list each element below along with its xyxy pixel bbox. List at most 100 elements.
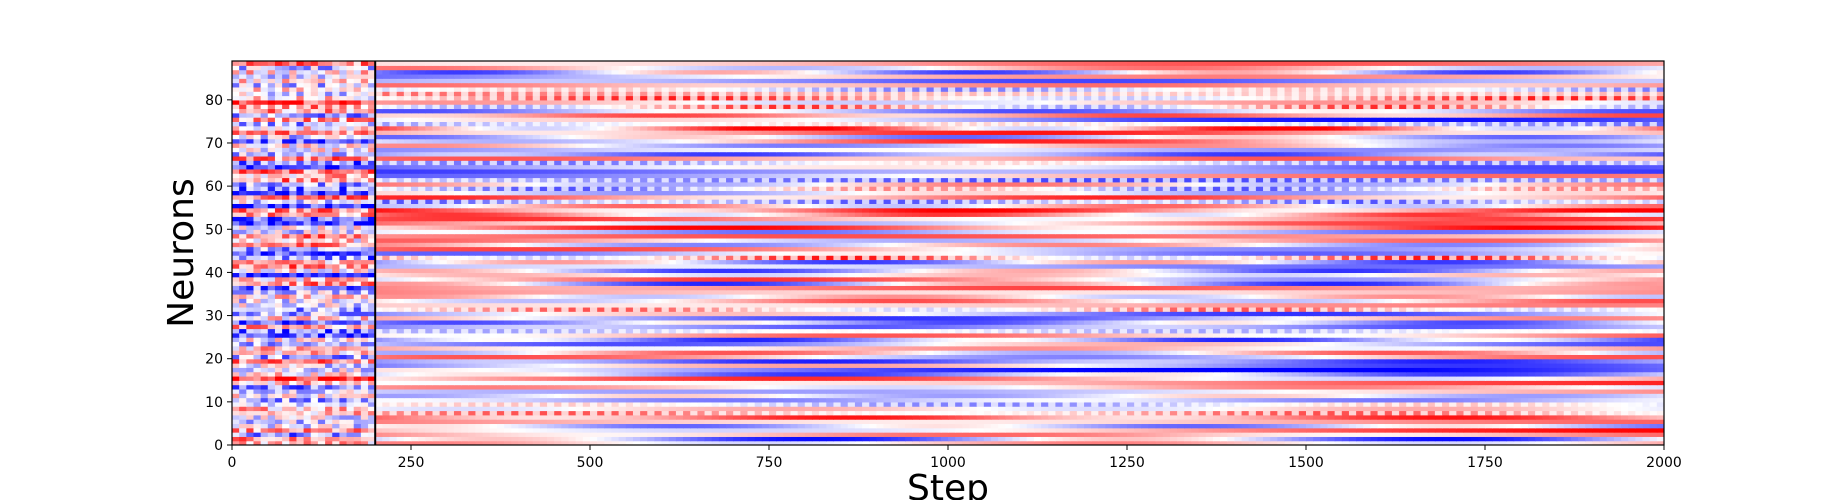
heatmap-cell bbox=[1263, 363, 1271, 368]
heatmap-cell bbox=[1399, 427, 1407, 433]
heatmap-cell bbox=[289, 440, 298, 445]
heatmap-cell bbox=[446, 410, 455, 416]
heatmap-cell bbox=[389, 354, 398, 360]
heatmap-cell bbox=[1535, 393, 1543, 399]
heatmap-cell bbox=[453, 419, 462, 425]
heatmap-cell bbox=[1098, 337, 1107, 343]
heatmap-cell bbox=[883, 380, 892, 386]
heatmap-cell bbox=[339, 363, 348, 368]
heatmap-cell bbox=[1177, 410, 1185, 416]
heatmap-cell bbox=[618, 384, 627, 390]
heatmap-cell bbox=[647, 367, 656, 373]
heatmap-cell bbox=[453, 380, 462, 386]
heatmap-cell bbox=[998, 363, 1006, 368]
heatmap-cell bbox=[346, 350, 355, 355]
heatmap-cell bbox=[418, 380, 426, 386]
heatmap-cell bbox=[1499, 341, 1508, 347]
heatmap-cell bbox=[1427, 410, 1436, 416]
heatmap-cell bbox=[1377, 423, 1386, 429]
heatmap-cell bbox=[396, 337, 405, 343]
heatmap-cell bbox=[1298, 440, 1307, 445]
heatmap-cell bbox=[654, 354, 663, 360]
heatmap-cell bbox=[1155, 380, 1164, 386]
heatmap-cell bbox=[317, 414, 326, 420]
heatmap-cell bbox=[418, 436, 426, 442]
heatmap-cell bbox=[962, 423, 971, 429]
heatmap-cell bbox=[539, 375, 548, 381]
heatmap-cell bbox=[1198, 367, 1207, 373]
heatmap-cell bbox=[1263, 436, 1271, 442]
heatmap-cell bbox=[1134, 367, 1142, 373]
heatmap-cell bbox=[1263, 367, 1271, 373]
heatmap-cell bbox=[1477, 384, 1486, 390]
heatmap-cell bbox=[998, 388, 1006, 394]
heatmap-cell bbox=[1234, 401, 1243, 407]
heatmap-cell bbox=[475, 375, 484, 381]
heatmap-cell bbox=[640, 384, 648, 390]
heatmap-cell bbox=[317, 363, 326, 368]
heatmap-cell bbox=[346, 341, 355, 347]
heatmap-cell bbox=[590, 436, 598, 442]
heatmap-cell bbox=[1570, 388, 1579, 394]
heatmap-cell bbox=[1434, 406, 1443, 412]
heatmap-cell bbox=[1348, 401, 1357, 407]
heatmap-cell bbox=[1406, 375, 1414, 381]
heatmap-cell bbox=[1649, 388, 1658, 394]
heatmap-cell bbox=[1334, 397, 1343, 403]
heatmap-cell bbox=[840, 341, 849, 347]
heatmap-cell bbox=[804, 393, 813, 399]
heatmap-cell bbox=[962, 358, 971, 364]
heatmap-cell bbox=[446, 341, 455, 347]
heatmap-cell bbox=[797, 393, 806, 399]
heatmap-cell bbox=[1041, 354, 1049, 360]
heatmap-cell bbox=[1227, 397, 1235, 403]
heatmap-cell bbox=[1485, 341, 1493, 347]
heatmap-cell bbox=[597, 341, 605, 347]
heatmap-cell bbox=[1549, 354, 1558, 360]
heatmap-cell bbox=[1169, 432, 1178, 437]
heatmap-cell bbox=[425, 345, 434, 351]
heatmap-cell bbox=[1019, 367, 1028, 373]
heatmap-cell bbox=[711, 371, 720, 377]
heatmap-cell bbox=[1427, 358, 1436, 364]
heatmap-cell bbox=[1313, 423, 1321, 429]
heatmap-cell bbox=[1506, 380, 1515, 386]
heatmap-cell bbox=[983, 423, 992, 429]
heatmap-cell bbox=[1556, 337, 1565, 343]
heatmap-cell bbox=[1162, 345, 1171, 351]
heatmap-cell bbox=[403, 345, 412, 351]
heatmap-cell bbox=[740, 432, 749, 437]
heatmap-cell bbox=[1019, 375, 1028, 381]
heatmap-cell bbox=[1284, 384, 1293, 390]
heatmap-cell bbox=[811, 341, 820, 347]
heatmap-cell bbox=[1563, 393, 1572, 399]
heatmap-cell bbox=[1327, 410, 1336, 416]
heatmap-cell bbox=[1606, 358, 1615, 364]
heatmap-cell bbox=[253, 367, 262, 373]
heatmap-cell bbox=[862, 371, 870, 377]
heatmap-cell bbox=[1556, 397, 1565, 403]
heatmap-cell bbox=[847, 432, 856, 437]
heatmap-cell bbox=[776, 427, 784, 433]
heatmap-cell bbox=[568, 354, 577, 360]
heatmap-cell bbox=[618, 380, 627, 386]
heatmap-cell bbox=[1141, 397, 1150, 403]
heatmap-cell bbox=[919, 419, 928, 425]
heatmap-cell bbox=[1012, 423, 1021, 429]
heatmap-cell bbox=[468, 358, 477, 364]
heatmap-cell bbox=[1270, 388, 1278, 394]
heatmap-cell bbox=[539, 354, 548, 360]
heatmap-cell bbox=[869, 341, 877, 347]
heatmap-cell bbox=[1463, 337, 1472, 343]
heatmap-cell bbox=[1184, 345, 1193, 351]
heatmap-cell bbox=[453, 345, 462, 351]
heatmap-cell bbox=[296, 345, 305, 351]
heatmap-cell bbox=[504, 410, 512, 416]
heatmap-cell bbox=[1485, 401, 1493, 407]
heatmap-cell bbox=[1477, 341, 1486, 347]
heatmap-cell bbox=[647, 375, 656, 381]
heatmap-cell bbox=[733, 358, 741, 364]
heatmap-cell bbox=[1585, 393, 1593, 399]
heatmap-cell bbox=[317, 388, 326, 394]
heatmap-cell bbox=[1184, 367, 1193, 373]
